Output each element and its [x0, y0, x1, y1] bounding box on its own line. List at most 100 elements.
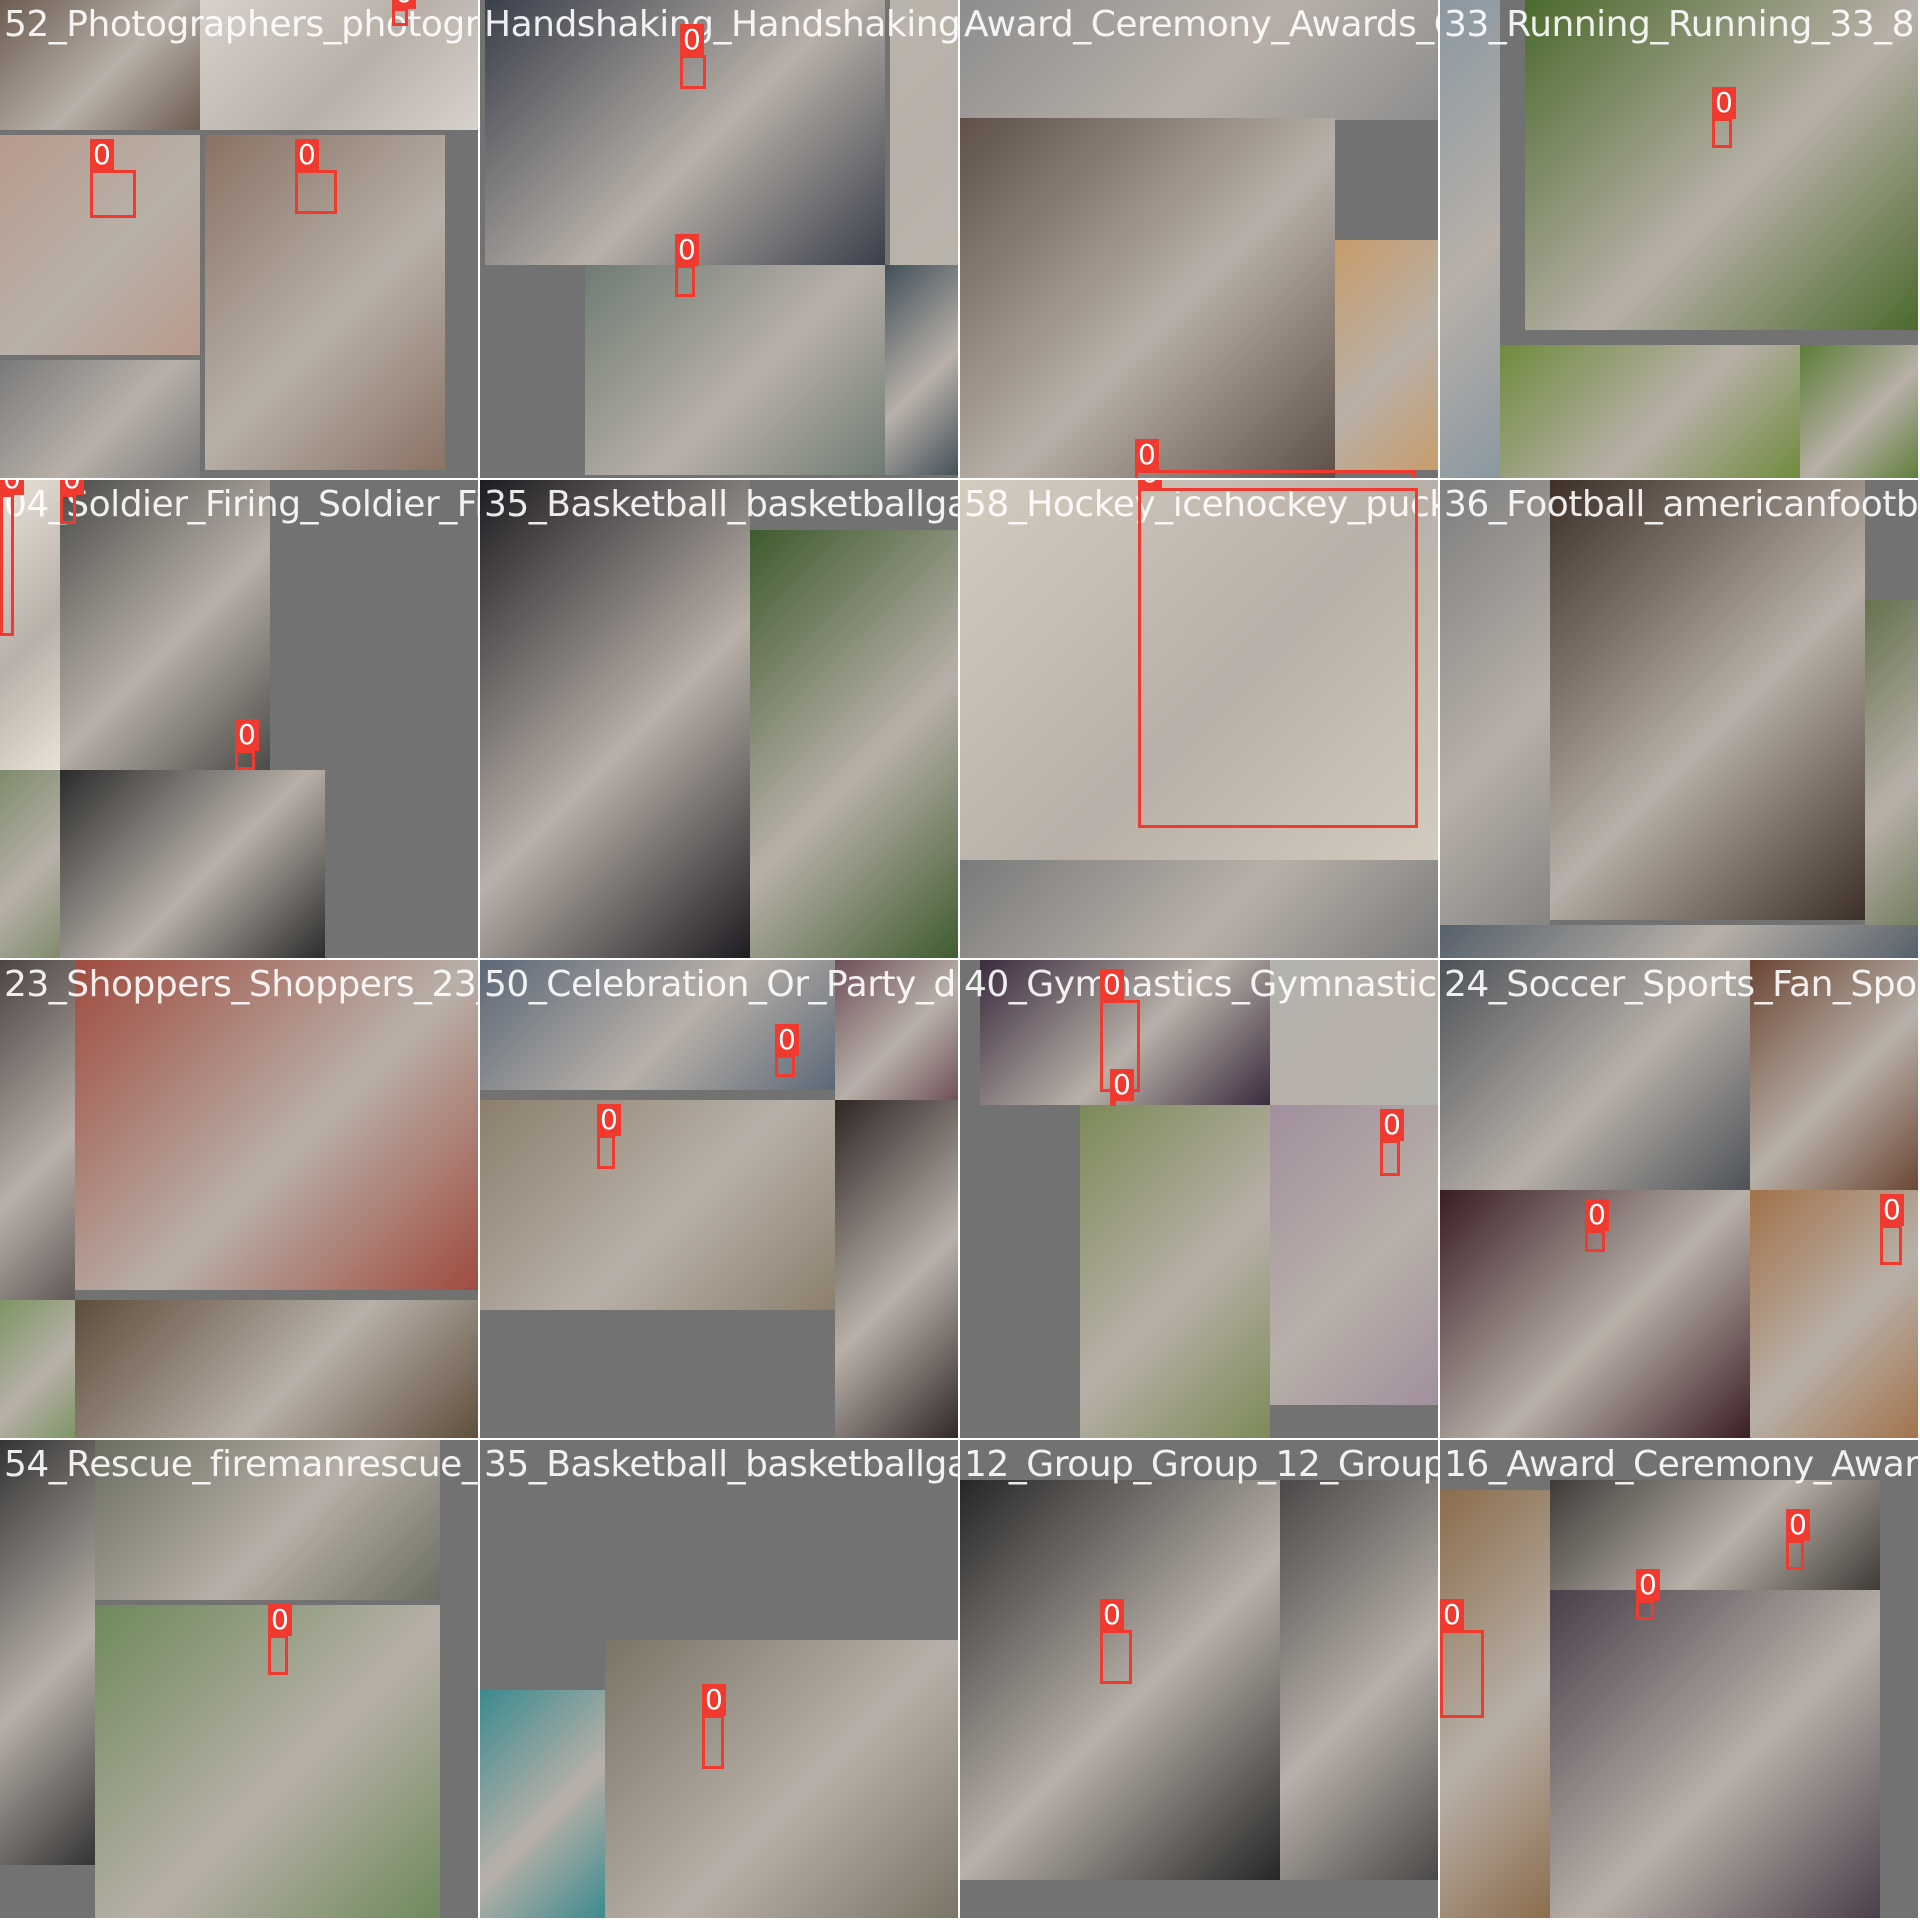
photo-crop	[0, 770, 60, 958]
photo-crop	[885, 265, 958, 475]
photo-crop	[1270, 960, 1438, 1105]
tile-filename: 12_Group_Group_12_Group_Group_12_578.jpg	[964, 1444, 1438, 1485]
mosaic-tile: 23_Shoppers_Shoppers_23_519.jpg	[0, 960, 480, 1440]
photo-crop	[960, 118, 1335, 478]
photo-crop	[0, 1440, 95, 1865]
photo-crop	[1270, 1105, 1438, 1405]
detection-class-label: 0	[295, 139, 319, 171]
photo-crop	[0, 0, 200, 130]
photo-crop	[960, 1480, 1280, 1880]
detection-class-label: 0	[1712, 87, 1736, 119]
mosaic-tile: Handshaking_Handshaking_161A59.jpg00	[480, 0, 960, 480]
tile-filename: Award_Ceremony_Awards_Ceremony_Running_3…	[964, 4, 1440, 45]
detection-box: 0	[1380, 1109, 1404, 1176]
tile-filename: 35_Basketball_basketballgame_ball_35_158…	[484, 1444, 958, 1485]
detection-box: 0	[675, 234, 699, 297]
detection-box: 0	[1135, 439, 1415, 478]
detection-class-label: 0	[1786, 1509, 1810, 1541]
mosaic-tile: Award_Ceremony_Awards_Ceremony_Running_3…	[960, 0, 1440, 480]
photo-crop	[1440, 0, 1500, 478]
photo-crop	[1550, 480, 1865, 920]
photo-crop	[960, 480, 1438, 860]
detection-box: 0	[775, 1024, 799, 1077]
photo-crop	[1440, 925, 1918, 958]
detection-class-label: 0	[1636, 1569, 1660, 1601]
detection-class-label: 0	[1380, 1109, 1404, 1141]
photo-crop	[1550, 1590, 1880, 1918]
photo-crop	[1440, 480, 1550, 958]
mosaic-tile: 58_Hockey_icehockey_puck_58_728.jpg0	[960, 480, 1440, 960]
photo-crop	[200, 0, 478, 130]
detection-box: 0	[1110, 1069, 1134, 1106]
detection-box: 0	[0, 480, 24, 636]
mosaic-tile: 16_Award_Ceremony_Awards_Ceremony_16_278…	[1440, 1440, 1920, 1920]
detection-box: 0	[702, 1684, 726, 1769]
detection-box: 0	[1712, 87, 1736, 148]
detection-class-label: 0	[702, 1684, 726, 1716]
detection-class-label: 0	[1585, 1199, 1609, 1231]
mosaic-tile: 33_Running_Running_33_819.jpg 0	[1440, 0, 1920, 480]
photo-crop	[750, 530, 958, 958]
photo-crop	[835, 960, 958, 1100]
mosaic-tile: 52_Photographers_photographertakingphoto…	[0, 0, 480, 480]
detection-box: 0	[295, 139, 337, 214]
photo-crop	[960, 860, 1438, 958]
photo-crop	[0, 960, 75, 1340]
photo-crop	[1080, 1105, 1270, 1438]
photo-crop	[605, 1640, 958, 1918]
detection-class-label: 0	[675, 234, 699, 266]
detection-box: 0	[1636, 1569, 1660, 1620]
tile-filename: 40_Gymnastics_Gymnastics_40_1055.jpg	[964, 964, 1438, 1005]
detection-class-label: 0	[392, 0, 416, 9]
mosaic-tile: 50_Celebration_Or_Party_dresses_wearingd…	[480, 960, 960, 1440]
photo-crop	[75, 960, 478, 1290]
mosaic-tile: 24_Soccer_Sports_Fan_Sports_Fan_24_1065.…	[1440, 960, 1920, 1440]
photo-crop	[1440, 960, 1750, 1190]
detection-class-label: 0	[0, 480, 24, 495]
photo-crop	[480, 1690, 605, 1918]
photo-crop	[1750, 960, 1918, 1190]
photo-crop	[0, 360, 200, 478]
detection-box: 0	[597, 1104, 621, 1169]
photo-crop	[835, 1100, 958, 1438]
tile-filename: 24_Soccer_Sports_Fan_Sports_Fan_24_1065.…	[1444, 964, 1918, 1005]
detection-box: 0	[1100, 969, 1140, 1092]
mosaic-tile: 04_Soldier_Firing_Soldier_Firing_4_188.j…	[0, 480, 480, 960]
mosaic-tile: 40_Gymnastics_Gymnastics_40_1055.jpg000	[960, 960, 1440, 1440]
tile-filename: 50_Celebration_Or_Party_dresses_wearingd…	[484, 964, 960, 1005]
photo-crop	[1550, 1480, 1880, 1590]
photo-crop	[1440, 1490, 1550, 1918]
photo-crop	[480, 480, 750, 958]
detection-box: 0	[1585, 1199, 1609, 1252]
photo-crop	[60, 770, 325, 958]
detection-class-label: 0	[597, 1104, 621, 1136]
detection-class-label: 0	[1138, 480, 1162, 489]
photo-crop	[1800, 345, 1918, 478]
photo-crop	[480, 1100, 835, 1310]
detection-class-label: 0	[60, 480, 84, 495]
photo-crop	[1335, 240, 1438, 470]
mosaic-tile: 12_Group_Group_12_Group_Group_12_578.jpg…	[960, 1440, 1440, 1920]
detection-box: 0	[268, 1604, 292, 1675]
photo-crop	[960, 0, 1438, 120]
detection-class-label: 0	[680, 24, 704, 56]
detection-class-label: 0	[1110, 1069, 1134, 1101]
tile-filename: 33_Running_Running_33_819.jpg	[1444, 4, 1918, 45]
detection-class-label: 0	[90, 139, 114, 171]
tile-filename: 35_Basketball_basketballgame_ball_35_475…	[484, 484, 958, 525]
photo-crop	[1525, 0, 1918, 330]
photo-crop	[1280, 1480, 1438, 1880]
detection-class-label: 0	[1100, 1599, 1124, 1631]
mosaic-tile: 35_Basketball_basketballgame_ball_35_158…	[480, 1440, 960, 1920]
detection-class-label: 0	[1440, 1599, 1464, 1631]
photo-crop	[95, 1440, 440, 1600]
tile-filename: Handshaking_Handshaking_161A59.jpg	[484, 4, 960, 45]
photo-crop	[0, 480, 60, 770]
photo-crop	[0, 1300, 75, 1438]
detection-box: 0	[1138, 480, 1418, 828]
detection-box: 0	[1880, 1194, 1904, 1265]
photo-crop	[1865, 600, 1918, 958]
tile-filename: 54_Rescue_firemanrescue_54_167.jpg	[4, 1444, 480, 1485]
tile-filename: 23_Shoppers_Shoppers_23_519.jpg	[4, 964, 478, 1005]
